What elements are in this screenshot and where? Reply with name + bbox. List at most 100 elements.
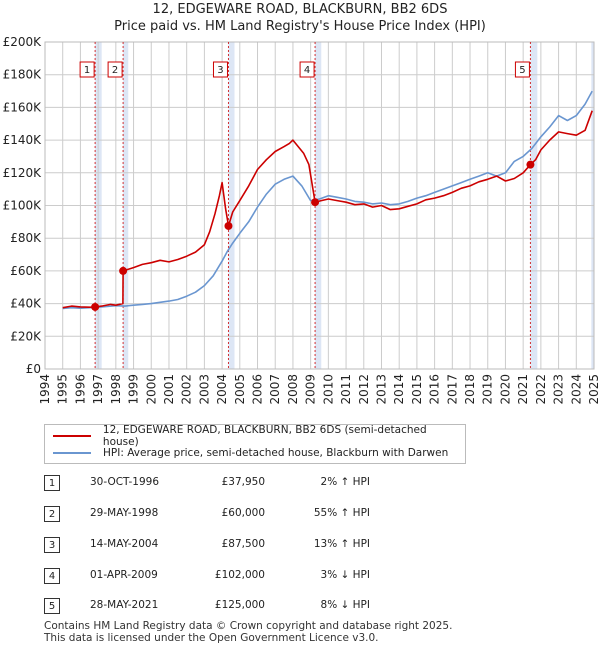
y-tick-label: £60K <box>10 264 42 278</box>
x-tick-label: 1998 <box>109 374 123 405</box>
sale-date: 30-OCT-1996 <box>90 476 159 488</box>
x-tick-label: 1995 <box>56 374 70 405</box>
x-tick-label: 2001 <box>162 374 176 405</box>
hpi-comparison: 8% ↓ HPI <box>320 599 370 611</box>
sale-label-box <box>212 61 228 78</box>
sale-label-box <box>514 61 530 78</box>
legend-swatch-hpi <box>53 452 91 454</box>
x-axis-ticks: 1994 1995 1996 1997 1998 1999 2000 2001 2002 2003… <box>38 374 600 405</box>
sale-price: £60,000 <box>221 507 265 519</box>
hpi-series-line <box>62 90 593 310</box>
x-tick-label: 2006 <box>251 374 265 405</box>
sale-label-box <box>79 61 95 78</box>
sale-points <box>91 160 535 311</box>
y-tick-label: £200K <box>3 35 43 49</box>
y-tick-label: £100K <box>3 199 43 213</box>
table-row: 5 28-MAY-2021 £125,000 8% ↓ HPI <box>0 597 600 617</box>
x-tick-label: 2012 <box>357 374 371 405</box>
x-tick-label: 2018 <box>463 374 477 405</box>
legend-label-hpi: HPI: Average price, semi-detached house,… <box>103 447 449 459</box>
x-tick-label: 2002 <box>180 374 194 405</box>
x-tick-label: 2011 <box>339 374 353 405</box>
x-tick-label: 1996 <box>73 374 87 405</box>
x-tick-label: 1994 <box>38 374 52 405</box>
x-tick-label: 2010 <box>321 374 335 405</box>
x-tick-label: 2025 <box>587 374 600 405</box>
hpi-comparison: 3% ↓ HPI <box>320 569 370 581</box>
x-tick-label: 2020 <box>498 374 512 405</box>
property-series-line <box>62 110 593 309</box>
sale-label-number: 5 <box>519 65 525 76</box>
sale-marker-labels: 1 2 3 4 5 <box>79 61 530 78</box>
x-tick-label: 2000 <box>144 374 158 405</box>
x-tick-label: 1997 <box>91 374 105 405</box>
y-tick-label: £40K <box>10 297 42 311</box>
licence-notice: This data is licensed under the Open Gov… <box>44 632 379 644</box>
sale-point <box>91 302 100 311</box>
sale-date: 01-APR-2009 <box>90 569 158 581</box>
y-tick-label: £0 <box>26 362 41 376</box>
sale-point <box>224 221 233 230</box>
y-tick-label: £120K <box>3 166 43 180</box>
x-tick-label: 2014 <box>392 374 406 405</box>
y-tick-label: £160K <box>3 100 43 114</box>
legend-swatch-property <box>53 435 91 437</box>
x-tick-label: 2023 <box>552 374 566 405</box>
y-tick-label: £180K <box>3 68 43 82</box>
x-tick-label: 2017 <box>445 374 459 405</box>
legend-item-property: 12, EDGEWARE ROAD, BLACKBURN, BB2 6DS (s… <box>53 424 465 448</box>
hpi-comparison: 13% ↑ HPI <box>313 538 370 550</box>
copyright-notice: Contains HM Land Registry data © Crown c… <box>44 620 453 632</box>
sale-point <box>119 266 128 275</box>
sale-price: £37,950 <box>221 476 265 488</box>
sale-point <box>311 198 320 207</box>
sale-label-box <box>299 61 315 78</box>
y-tick-label: £140K <box>3 133 43 147</box>
sale-date: 29-MAY-1998 <box>90 507 159 519</box>
series-lines <box>62 90 593 310</box>
x-tick-label: 2009 <box>304 374 318 405</box>
table-row: 2 29-MAY-1998 £60,000 55% ↑ HPI <box>0 505 600 525</box>
sale-date: 28-MAY-2021 <box>90 599 159 611</box>
chart-legend: 12, EDGEWARE ROAD, BLACKBURN, BB2 6DS (s… <box>44 424 466 464</box>
sale-label-box <box>107 61 123 78</box>
sale-label-number: 2 <box>112 65 118 76</box>
x-tick-label: 2022 <box>534 374 548 405</box>
sale-label-number: 4 <box>304 65 310 76</box>
sale-price: £102,000 <box>214 569 265 581</box>
x-tick-label: 2016 <box>428 374 442 405</box>
x-tick-label: 1999 <box>127 374 141 405</box>
gridlines <box>44 41 595 370</box>
x-tick-label: 2021 <box>516 374 530 405</box>
sale-number-badge: 1 <box>44 475 60 491</box>
sale-number-badge: 5 <box>44 598 60 614</box>
chart-subtitle: Price paid vs. HM Land Registry's House … <box>114 19 486 34</box>
sale-price: £87,500 <box>221 538 265 550</box>
sale-number-badge: 2 <box>44 506 60 522</box>
chart-title-address: 12, EDGEWARE ROAD, BLACKBURN, BB2 6DS <box>152 2 448 17</box>
legend-item-hpi: HPI: Average price, semi-detached house,… <box>53 445 448 461</box>
x-tick-label: 2024 <box>569 374 583 405</box>
y-axis-ticks: £0 £20K £40K £60K £80K £100K £120K £140K £160K £1… <box>3 35 43 376</box>
x-tick-label: 2019 <box>481 374 495 405</box>
plot-frame <box>44 41 595 370</box>
table-row: 3 14-MAY-2004 £87,500 13% ↑ HPI <box>0 536 600 556</box>
x-tick-label: 2005 <box>233 374 247 405</box>
x-tick-label: 2013 <box>374 374 388 405</box>
y-tick-label: £80K <box>10 231 42 245</box>
legend-label-property: 12, EDGEWARE ROAD, BLACKBURN, BB2 6DS (s… <box>102 424 427 448</box>
table-row: 1 30-OCT-1996 £37,950 2% ↑ HPI <box>0 474 600 494</box>
sale-label-number: 3 <box>217 65 223 76</box>
sale-point <box>526 160 535 169</box>
sale-number-badge: 3 <box>44 537 60 553</box>
x-tick-label: 2004 <box>215 374 229 405</box>
sale-label-number: 1 <box>84 65 90 76</box>
sale-date: 14-MAY-2004 <box>90 538 159 550</box>
x-tick-label: 2015 <box>410 374 424 405</box>
sale-number-badge: 4 <box>44 568 60 584</box>
x-tick-label: 2008 <box>286 374 300 405</box>
y-tick-label: £20K <box>10 329 42 343</box>
x-tick-label: 2007 <box>268 374 282 405</box>
hpi-comparison: 2% ↑ HPI <box>320 476 370 488</box>
